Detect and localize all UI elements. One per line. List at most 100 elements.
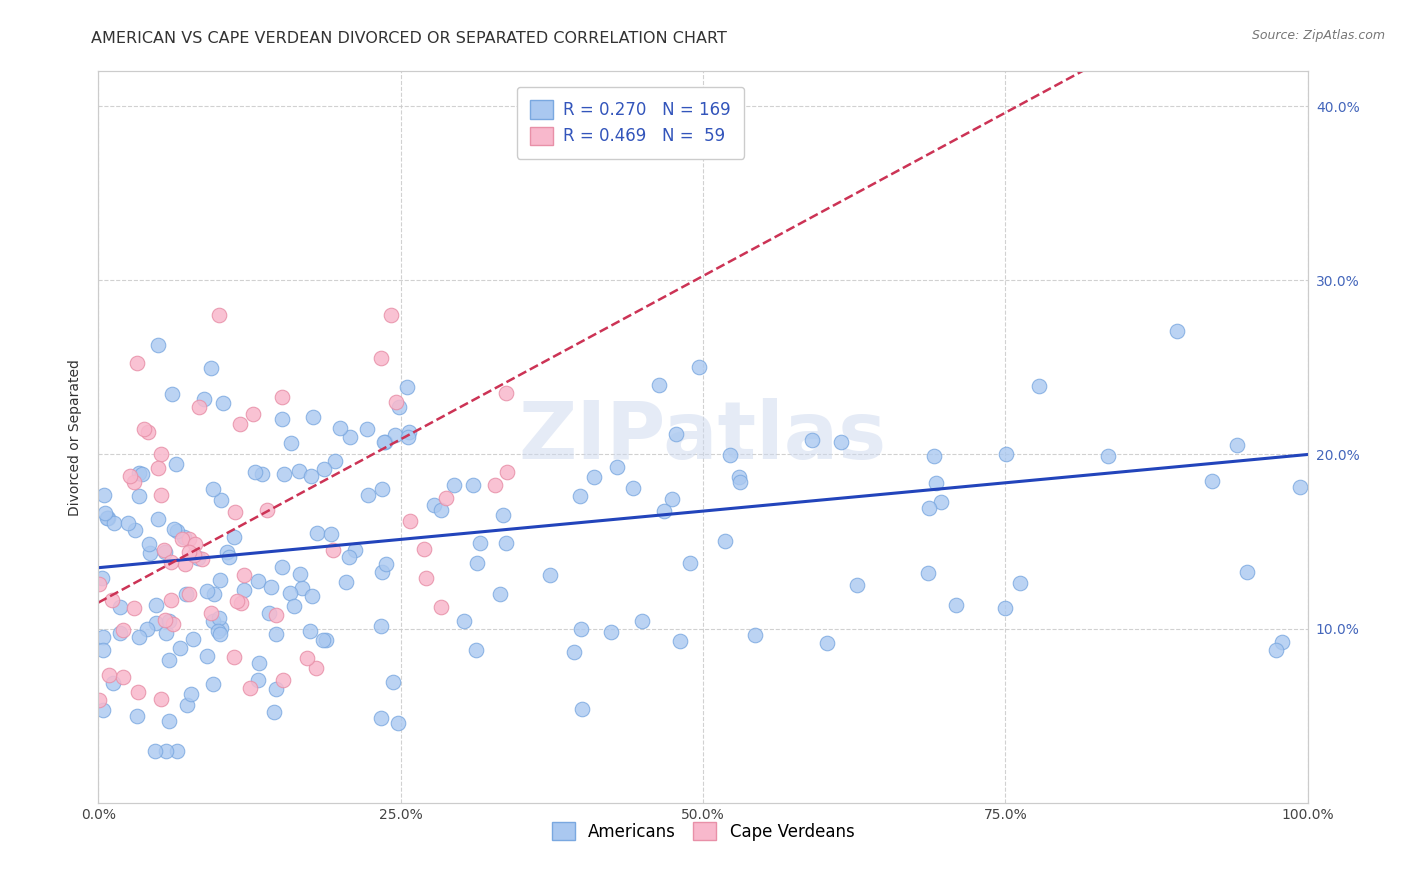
Point xyxy=(242,408,264,422)
Point xyxy=(484,477,506,491)
Point xyxy=(925,475,948,490)
Point xyxy=(357,488,380,502)
Point xyxy=(412,542,434,557)
Point xyxy=(146,460,169,475)
Point xyxy=(87,693,110,707)
Point xyxy=(271,412,294,426)
Point xyxy=(492,508,515,522)
Point xyxy=(91,571,114,585)
Point xyxy=(430,503,453,517)
Point xyxy=(112,623,135,637)
Point xyxy=(177,545,200,559)
Point xyxy=(157,652,180,666)
Point xyxy=(373,435,395,450)
Text: Source: ZipAtlas.com: Source: ZipAtlas.com xyxy=(1251,29,1385,42)
Point xyxy=(679,556,702,570)
Point xyxy=(132,422,155,436)
Point xyxy=(288,464,311,478)
Point xyxy=(319,527,342,541)
Point xyxy=(208,610,231,624)
Point xyxy=(266,681,288,696)
Point xyxy=(202,587,225,601)
Point xyxy=(298,624,321,638)
Point xyxy=(208,308,231,322)
Point xyxy=(323,454,346,468)
Point xyxy=(165,457,187,471)
Point xyxy=(155,545,177,559)
Point xyxy=(1271,635,1294,649)
Point xyxy=(243,465,266,479)
Point xyxy=(163,523,186,537)
Point xyxy=(127,709,149,723)
Point xyxy=(224,505,246,519)
Point xyxy=(207,624,229,638)
Point xyxy=(222,531,245,545)
Point xyxy=(155,625,177,640)
Point xyxy=(145,598,167,612)
Point xyxy=(370,619,392,633)
Point xyxy=(229,596,252,610)
Point xyxy=(995,447,1018,461)
Point xyxy=(305,660,328,674)
Point xyxy=(271,390,294,404)
Point xyxy=(273,673,295,688)
Point xyxy=(180,687,202,701)
Point xyxy=(396,430,419,444)
Point xyxy=(669,634,692,648)
Point xyxy=(301,410,323,425)
Point xyxy=(917,566,939,580)
Point xyxy=(630,614,652,628)
Point xyxy=(128,630,150,644)
Point xyxy=(728,475,751,490)
Point xyxy=(688,360,710,375)
Point xyxy=(249,657,271,671)
Point xyxy=(436,491,458,505)
Point xyxy=(652,504,675,518)
Point xyxy=(177,587,200,601)
Point xyxy=(159,555,181,569)
Point xyxy=(945,598,967,612)
Point xyxy=(1097,449,1119,463)
Point xyxy=(571,702,593,716)
Point xyxy=(195,583,218,598)
Point xyxy=(259,580,281,594)
Point xyxy=(103,676,125,690)
Point xyxy=(94,506,117,520)
Point xyxy=(247,673,270,688)
Point xyxy=(280,436,302,450)
Point xyxy=(228,417,250,432)
Point xyxy=(1166,324,1188,338)
Point xyxy=(239,681,262,695)
Point xyxy=(381,675,404,690)
Point xyxy=(375,557,398,571)
Point xyxy=(139,546,162,560)
Point xyxy=(815,636,838,650)
Point xyxy=(1226,438,1249,452)
Point xyxy=(599,625,621,640)
Point xyxy=(111,670,134,684)
Point xyxy=(145,616,167,631)
Point xyxy=(93,642,115,657)
Point xyxy=(994,601,1017,615)
Point xyxy=(232,583,254,598)
Point xyxy=(91,630,114,644)
Point xyxy=(195,648,218,663)
Point xyxy=(183,537,205,551)
Point xyxy=(422,498,444,512)
Point xyxy=(415,572,437,586)
Point xyxy=(177,532,200,546)
Point xyxy=(339,430,361,444)
Point xyxy=(1008,576,1031,591)
Point xyxy=(1289,480,1312,494)
Point xyxy=(312,633,335,648)
Point xyxy=(1264,643,1286,657)
Point xyxy=(922,449,945,463)
Point xyxy=(495,386,517,401)
Point xyxy=(87,577,110,591)
Point xyxy=(173,558,195,572)
Point xyxy=(101,592,124,607)
Point xyxy=(371,565,394,579)
Point xyxy=(356,422,378,436)
Point xyxy=(468,535,491,549)
Point xyxy=(606,460,628,475)
